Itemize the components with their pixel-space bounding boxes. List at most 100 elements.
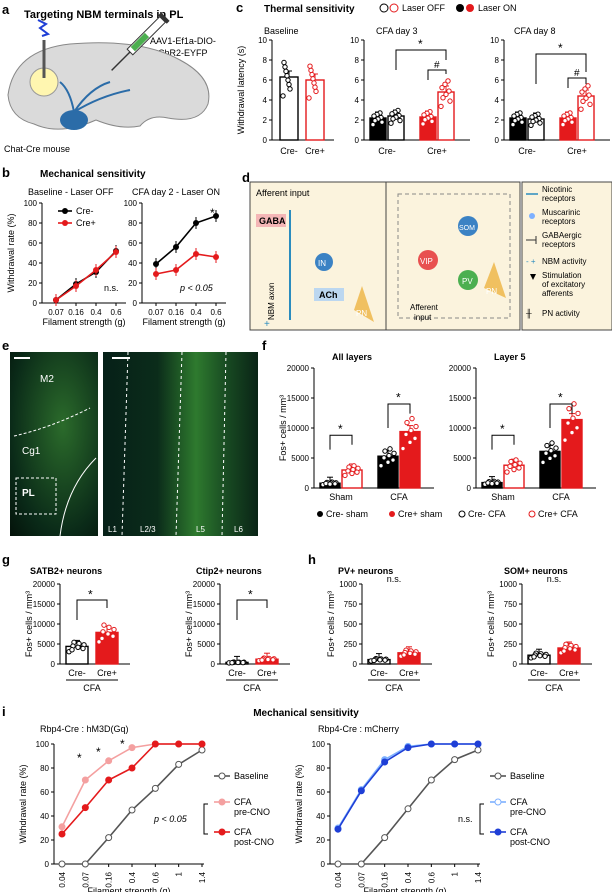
i-left-xtick-label: 0.04 bbox=[58, 871, 67, 887]
b-right-point bbox=[153, 261, 159, 267]
g-satb2-ytick-label: 15000 bbox=[33, 600, 56, 609]
c-base-dot bbox=[311, 80, 317, 86]
h-som-dot bbox=[572, 647, 578, 653]
c-sub-day8: CFA day 8 bbox=[514, 26, 556, 36]
c-d8-dot bbox=[537, 120, 543, 126]
brain-outline bbox=[7, 42, 210, 130]
c-d8-dot bbox=[579, 89, 585, 95]
b-left-xlabel: Filament strength (g) bbox=[42, 317, 125, 327]
i-left-ytick-label: 40 bbox=[40, 812, 49, 821]
c-d3-ytick-label: 2 bbox=[355, 116, 360, 125]
i-right-legend-post-text: CFA bbox=[510, 827, 528, 837]
i-left-legend-post-text: CFA bbox=[234, 827, 252, 837]
i-left-legend-post-dot bbox=[218, 828, 226, 836]
c-d8-dot bbox=[530, 118, 536, 125]
f-all-star2: * bbox=[396, 391, 401, 405]
b-right-ytick-label: 40 bbox=[128, 259, 137, 268]
c-base-ytick-label: 8 bbox=[263, 56, 268, 65]
f-l5-star2: * bbox=[558, 391, 563, 405]
f-l5-dot bbox=[544, 442, 550, 449]
g-satb2-dot bbox=[100, 629, 106, 635]
c-d3-dot bbox=[397, 117, 403, 124]
f-all-cat-sham: Sham bbox=[329, 492, 353, 502]
g-satb2-ytick-label: 10000 bbox=[33, 620, 56, 629]
legend-nbm: NBM activity bbox=[542, 257, 586, 266]
f-l5-dot bbox=[489, 480, 495, 487]
c-d3-dot bbox=[446, 88, 452, 94]
i-right-point bbox=[334, 825, 342, 833]
i-left-star: * bbox=[77, 751, 82, 765]
c-d3-dot bbox=[447, 98, 453, 104]
c-d3-dot bbox=[388, 120, 394, 126]
c-base-ytick-label: 10 bbox=[258, 36, 267, 45]
c-d3-ytick-label: 10 bbox=[350, 36, 359, 45]
i-left-stat: p < 0.05 bbox=[153, 814, 188, 824]
h-som-ns: n.s. bbox=[547, 574, 562, 584]
i-right-point bbox=[427, 740, 435, 748]
i-right-xtick-label: 1 bbox=[451, 871, 460, 876]
h-pv-ytick-label: 1000 bbox=[339, 580, 357, 589]
h-pv-ytick-label: 0 bbox=[353, 660, 358, 669]
c-d8-ytick-label: 8 bbox=[495, 56, 500, 65]
g-satb2-dot bbox=[75, 644, 81, 650]
g-satb2-ytick-label: 20000 bbox=[33, 580, 56, 589]
g-ctip2-dot bbox=[259, 657, 265, 663]
ach-label: ACh bbox=[319, 290, 338, 300]
i-left-ytick-label: 0 bbox=[45, 860, 50, 869]
g-satb2-dot bbox=[101, 622, 107, 628]
f-all-dot bbox=[342, 472, 348, 479]
c-base-cat2: Cre+ bbox=[305, 146, 325, 156]
f-all-dot bbox=[349, 470, 355, 477]
g-satb2-ytick-label: 5000 bbox=[37, 640, 55, 649]
g-satb2-dot bbox=[99, 635, 105, 642]
panel-i-chart: Mechanical sensitivity Rbp4-Cre : hM3D(Gq… bbox=[18, 708, 550, 892]
b-left-point bbox=[53, 297, 59, 303]
h-som-ylabel: Fos+ cells / mm³ bbox=[486, 591, 496, 657]
g-ctip2-ytick-label: 10000 bbox=[193, 620, 216, 629]
h-pv-ylabel: Fos+ cells / mm³ bbox=[326, 591, 336, 657]
f-legend-dot1 bbox=[317, 511, 323, 517]
g-ctip2-dot bbox=[265, 656, 271, 663]
c-base-dot bbox=[307, 63, 313, 69]
pn-label-left: PN bbox=[356, 309, 367, 318]
f-l5-cat-sham: Sham bbox=[491, 492, 515, 502]
c-legend-on-red bbox=[466, 4, 474, 12]
c-d8-dot bbox=[569, 119, 575, 125]
b-right-point bbox=[153, 271, 159, 277]
f-all-dot bbox=[400, 445, 406, 452]
f-all-dot bbox=[381, 455, 387, 461]
f-l5-star1: * bbox=[500, 422, 505, 436]
f-legend-4: Cre+ CFA bbox=[538, 509, 578, 519]
i-right-ytick-label: 60 bbox=[316, 788, 325, 797]
svg-text:- +: - + bbox=[526, 257, 536, 266]
i-right-xtick-label: 0.04 bbox=[334, 871, 343, 887]
f-l5-dot bbox=[513, 457, 519, 463]
g-sub-satb2: SATB2+ neurons bbox=[30, 566, 102, 576]
f-l5-dot bbox=[570, 415, 576, 421]
b-left-ytick-label: 40 bbox=[28, 259, 37, 268]
b-right-ytick-label: 20 bbox=[128, 279, 137, 288]
g-ctip2-dot bbox=[229, 660, 235, 666]
b-right-ytick-label: 0 bbox=[133, 299, 138, 308]
b-left-ytick-label: 0 bbox=[33, 299, 38, 308]
b-right-series-line bbox=[155, 253, 217, 275]
f-l5-dot bbox=[549, 440, 555, 446]
f-l5-dot bbox=[552, 453, 558, 459]
i-right-legend-pre-text: pre-CNO bbox=[510, 807, 546, 817]
f-all-dot bbox=[382, 448, 388, 454]
c-d8-dot bbox=[586, 92, 592, 98]
panel-a: a Targeting NBM terminals in PL AAV1-Ef1… bbox=[0, 0, 232, 160]
h-sub-pv: PV+ neurons bbox=[338, 566, 393, 576]
panel-label-g: g bbox=[2, 552, 10, 567]
h-som-ytick-label: 500 bbox=[504, 620, 518, 629]
c-legend-on: Laser ON bbox=[478, 3, 517, 13]
f-l5-ytick-label: 5000 bbox=[453, 454, 471, 463]
f-all-dot bbox=[390, 457, 396, 463]
c-d8-ytick-label: 10 bbox=[490, 36, 499, 45]
panel-c-chart: Thermal sensitivity Laser OFF Laser ON Base… bbox=[236, 3, 610, 156]
c-d3-dot bbox=[422, 117, 428, 123]
b-right-xlabel: Filament strength (g) bbox=[142, 317, 225, 327]
c-d8-dot bbox=[561, 113, 567, 119]
panel-h-chart: PV+ neurons SOM+ neurons02505007501000Fos… bbox=[326, 566, 592, 693]
i-right-ytick-label: 0 bbox=[321, 860, 326, 869]
